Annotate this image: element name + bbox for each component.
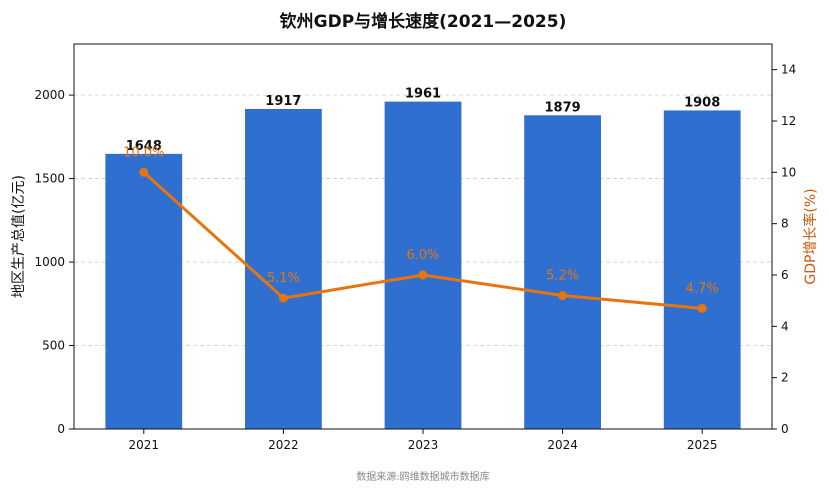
bar xyxy=(384,101,462,430)
bar-value-label: 1961 xyxy=(405,87,441,102)
growth-point xyxy=(558,291,568,301)
growth-point xyxy=(278,293,288,303)
bar xyxy=(524,115,601,430)
right-tick-label: 2 xyxy=(781,371,789,385)
growth-rate-label: 4.7% xyxy=(686,281,719,296)
growth-rate-label: 6.0% xyxy=(406,248,439,263)
x-tick-label: 2022 xyxy=(268,438,299,452)
left-tick-label: 2000 xyxy=(34,88,65,102)
growth-point xyxy=(139,167,149,177)
right-tick-label: 10 xyxy=(781,165,796,179)
left-axis-label: 地区生产总值(亿元) xyxy=(11,175,27,298)
left-tick-label: 500 xyxy=(42,339,65,353)
x-tick-label: 2025 xyxy=(687,438,718,452)
bar-value-label: 1917 xyxy=(265,94,301,109)
x-tick-label: 2024 xyxy=(547,438,578,452)
left-tick-label: 1500 xyxy=(34,172,65,186)
right-tick-label: 12 xyxy=(781,114,796,128)
bar-value-label: 1879 xyxy=(545,100,581,115)
bar xyxy=(245,108,322,429)
bar xyxy=(105,153,183,430)
right-tick-label: 6 xyxy=(781,268,789,282)
left-tick-label: 0 xyxy=(57,422,65,436)
growth-rate-label: 10.0% xyxy=(123,145,164,160)
growth-rate-label: 5.2% xyxy=(546,269,579,284)
growth-rate-label: 5.1% xyxy=(267,271,300,286)
right-tick-label: 0 xyxy=(781,422,789,436)
bar-value-label: 1908 xyxy=(684,95,720,110)
source-note: 数据来源:鸥维数据城市数据库 xyxy=(356,470,489,483)
growth-point xyxy=(418,270,428,280)
right-tick-label: 8 xyxy=(781,217,789,231)
growth-point xyxy=(697,303,707,313)
x-tick-label: 2021 xyxy=(129,438,160,452)
chart-title: 钦州GDP与增长速度(2021—2025) xyxy=(280,11,567,32)
right-tick-label: 4 xyxy=(781,319,789,333)
bar-value-label: 1648 xyxy=(126,139,162,154)
left-tick-label: 1000 xyxy=(34,255,65,269)
x-tick-label: 2023 xyxy=(408,438,439,452)
right-tick-label: 14 xyxy=(781,63,796,77)
bar xyxy=(663,110,741,429)
right-axis-label: GDP增长率(%) xyxy=(802,188,819,284)
